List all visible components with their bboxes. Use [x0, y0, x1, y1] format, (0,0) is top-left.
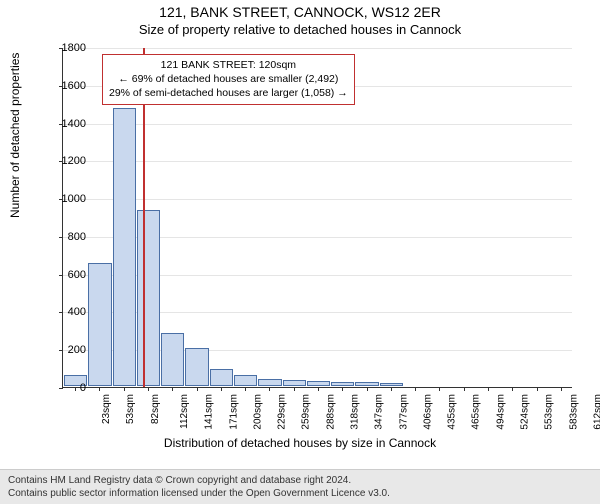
xtick-label: 406sqm — [422, 394, 433, 430]
xtick-mark — [148, 387, 149, 391]
histogram-bar — [210, 369, 233, 386]
ytick-label: 1000 — [46, 193, 86, 205]
xtick-label: 200sqm — [252, 394, 263, 430]
xtick-mark — [245, 387, 246, 391]
histogram-bar — [380, 383, 403, 386]
xtick-label: 465sqm — [471, 394, 482, 430]
histogram-bar — [258, 379, 281, 386]
gridline — [63, 124, 572, 125]
xtick-mark — [367, 387, 368, 391]
xtick-mark — [318, 387, 319, 391]
footer: Contains HM Land Registry data © Crown c… — [0, 469, 600, 504]
gridline — [63, 161, 572, 162]
footer-line2: Contains public sector information licen… — [8, 487, 592, 500]
histogram-bar — [355, 382, 378, 386]
xtick-label: 435sqm — [447, 394, 458, 430]
xtick-mark — [269, 387, 270, 391]
ytick-label: 200 — [46, 344, 86, 356]
xtick-label: 347sqm — [374, 394, 385, 430]
ytick-label: 1200 — [46, 155, 86, 167]
xtick-mark — [439, 387, 440, 391]
ytick-label: 400 — [46, 306, 86, 318]
xtick-mark — [512, 387, 513, 391]
xtick-label: 583sqm — [568, 394, 579, 430]
xtick-mark — [415, 387, 416, 391]
xtick-mark — [99, 387, 100, 391]
xtick-label: 524sqm — [520, 394, 531, 430]
ytick-label: 1600 — [46, 80, 86, 92]
xtick-mark — [488, 387, 489, 391]
xtick-mark — [464, 387, 465, 391]
xtick-mark — [561, 387, 562, 391]
title-main: 121, BANK STREET, CANNOCK, WS12 2ER — [0, 4, 600, 20]
xtick-mark — [294, 387, 295, 391]
xtick-mark — [391, 387, 392, 391]
footer-line1: Contains HM Land Registry data © Crown c… — [8, 474, 592, 487]
xtick-label: 23sqm — [101, 394, 112, 424]
y-axis-title: Number of detached properties — [8, 53, 22, 218]
xtick-mark — [172, 387, 173, 391]
histogram-bar — [88, 263, 111, 386]
xtick-label: 259sqm — [301, 394, 312, 430]
histogram-bar — [307, 381, 330, 386]
annotation-line2: ← 69% of detached houses are smaller (2,… — [109, 72, 348, 86]
title-sub: Size of property relative to detached ho… — [0, 22, 600, 37]
xtick-label: 171sqm — [228, 394, 239, 430]
ytick-label: 600 — [46, 269, 86, 281]
xtick-label: 112sqm — [179, 394, 190, 429]
histogram-bar — [161, 333, 184, 386]
chart: 23sqm53sqm82sqm112sqm141sqm171sqm200sqm2… — [62, 48, 572, 388]
xtick-label: 53sqm — [125, 394, 136, 424]
xtick-label: 141sqm — [204, 394, 215, 430]
histogram-bar — [283, 380, 306, 386]
gridline — [63, 48, 572, 49]
xtick-mark — [537, 387, 538, 391]
xtick-label: 612sqm — [592, 394, 600, 430]
ytick-label: 1400 — [46, 118, 86, 130]
annotation-line3: 29% of semi-detached houses are larger (… — [109, 86, 348, 100]
xtick-mark — [197, 387, 198, 391]
xtick-label: 553sqm — [544, 394, 555, 430]
histogram-bar — [137, 210, 160, 386]
xtick-mark — [342, 387, 343, 391]
histogram-bar — [234, 375, 257, 386]
histogram-bar — [113, 108, 136, 386]
xtick-mark — [221, 387, 222, 391]
histogram-bar — [185, 348, 208, 386]
xtick-mark — [124, 387, 125, 391]
x-axis-title: Distribution of detached houses by size … — [0, 436, 600, 450]
xtick-label: 229sqm — [277, 394, 288, 430]
xtick-label: 377sqm — [398, 394, 409, 430]
annotation-line1: 121 BANK STREET: 120sqm — [109, 58, 348, 72]
histogram-bar — [331, 382, 354, 386]
xtick-label: 494sqm — [495, 394, 506, 430]
xtick-label: 288sqm — [325, 394, 336, 430]
ytick-label: 1800 — [46, 42, 86, 54]
ytick-label: 0 — [46, 382, 86, 394]
gridline — [63, 199, 572, 200]
ytick-label: 800 — [46, 231, 86, 243]
xtick-label: 318sqm — [350, 394, 361, 430]
annotation-box: 121 BANK STREET: 120sqm ← 69% of detache… — [102, 54, 355, 105]
xtick-label: 82sqm — [150, 394, 161, 424]
